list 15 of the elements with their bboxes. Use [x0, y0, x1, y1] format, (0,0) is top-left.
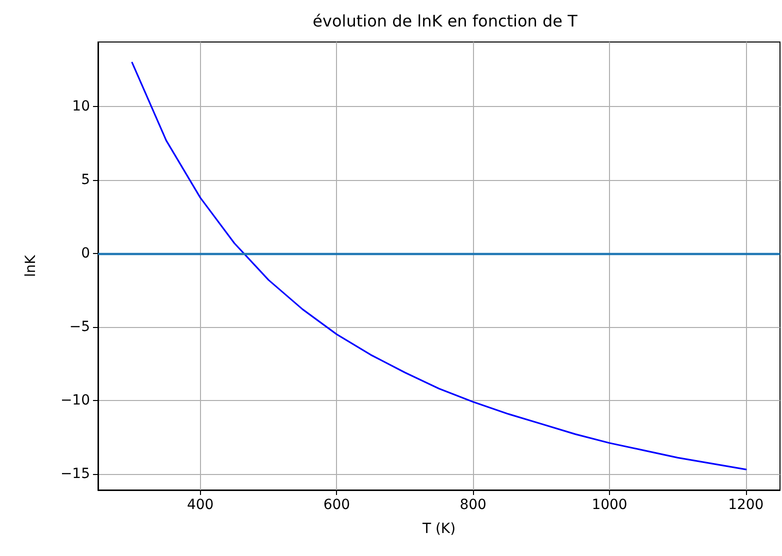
x-tick-label: 400: [186, 497, 214, 513]
y-tick-label: 5: [81, 172, 90, 188]
line-series: [131, 62, 747, 470]
y-tick-label: −15: [60, 466, 90, 482]
x-tick-label: 1200: [728, 497, 764, 513]
y-tick-label: 0: [81, 246, 90, 262]
y-tick-label: 10: [72, 98, 90, 115]
y-axis-title: lnK: [23, 254, 39, 277]
x-axis-title: T (K): [421, 521, 456, 537]
x-tick-label: 800: [460, 497, 486, 513]
x-tick-label: 1000: [592, 497, 628, 513]
y-tick-label: −5: [69, 318, 90, 335]
x-tick-label: 600: [323, 497, 350, 513]
chart-title: évolution de lnK en fonction de T: [312, 12, 578, 30]
y-tick-label: −10: [60, 392, 90, 408]
